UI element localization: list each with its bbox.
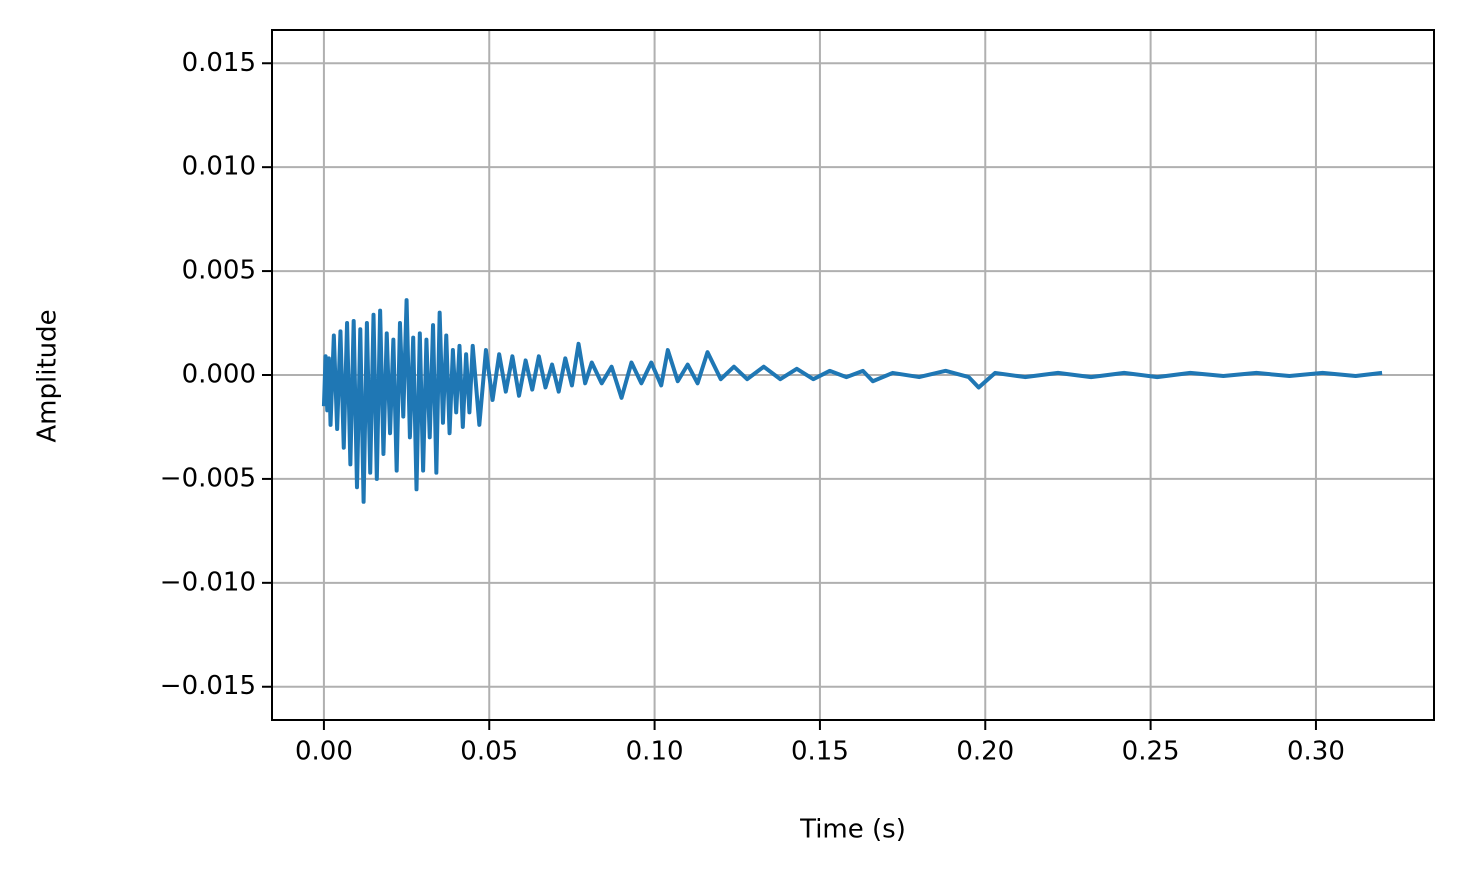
waveform-line [321, 298, 1383, 504]
y-tick-label: 0.010 [182, 152, 256, 182]
x-tick-label: 0.25 [1122, 737, 1180, 767]
x-tick-label: 0.30 [1287, 737, 1345, 767]
x-axis-label: Time (s) [799, 815, 906, 845]
x-tick-label: 0.10 [626, 737, 684, 767]
y-tick-label: −0.015 [160, 671, 256, 701]
x-tick-label: 0.00 [295, 737, 353, 767]
x-tick-label: 0.05 [460, 737, 518, 767]
y-tick-label: 0.015 [182, 48, 256, 78]
plot-frame [271, 29, 1435, 721]
y-tick-label: 0.000 [182, 360, 256, 390]
y-tick-label: −0.010 [160, 567, 256, 597]
x-tick-label: 0.20 [956, 737, 1014, 767]
y-tick-label: −0.005 [160, 463, 256, 493]
x-tick-label: 0.15 [791, 737, 849, 767]
y-tick-label: 0.005 [182, 256, 256, 286]
y-axis-label: Amplitude [33, 309, 63, 442]
